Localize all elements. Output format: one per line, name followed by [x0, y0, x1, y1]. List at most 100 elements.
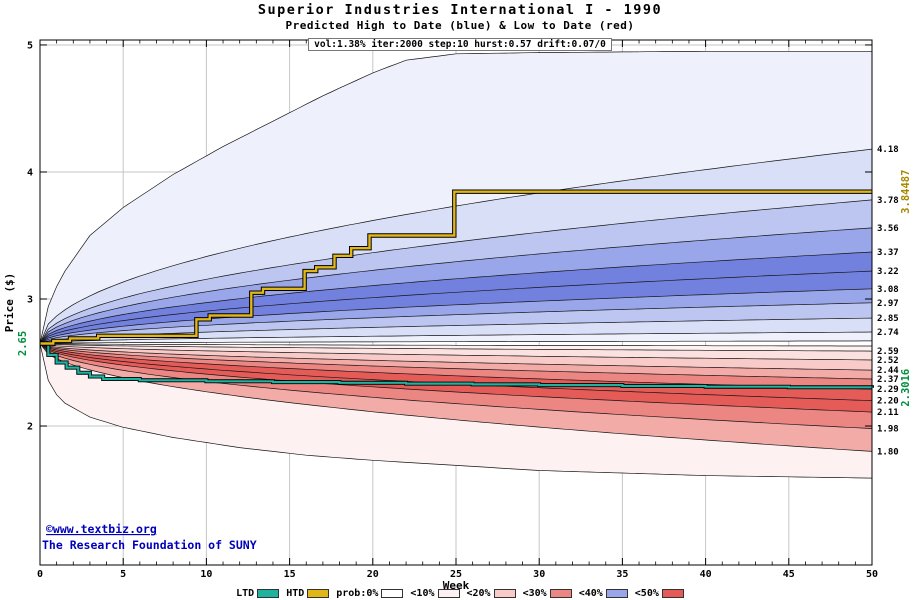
legend: LTD HTD prob:0% <10% <20% <30% <40% <50%	[0, 588, 920, 599]
band-boundary-line	[39, 199, 873, 344]
x-tick-label: 25	[450, 569, 462, 580]
prob-band	[40, 149, 872, 344]
band-end-label: 2.59	[877, 347, 899, 357]
legend-label: <20%	[466, 588, 491, 599]
legend-label: <50%	[634, 588, 659, 599]
legend-label: <40%	[578, 588, 603, 599]
start-price-label: 2.65	[17, 331, 29, 356]
watermark-link[interactable]: ©www.textbiz.org	[46, 522, 157, 536]
band-end-label: 3.56	[877, 224, 899, 234]
band-end-label: 3.22	[877, 267, 899, 277]
prob-band	[40, 343, 872, 429]
band-end-label: 1.80	[877, 447, 899, 457]
chart-header: Superior Industries International I - 19…	[0, 2, 920, 51]
legend-label: LTD	[236, 588, 255, 599]
chart-title: Superior Industries International I - 19…	[257, 2, 663, 18]
legend-swatch	[307, 589, 330, 598]
prob-band	[40, 343, 872, 413]
legend-swatch	[493, 589, 516, 598]
band-boundary-line	[39, 343, 873, 361]
x-tick-label: 20	[367, 569, 379, 580]
legend-swatch	[605, 589, 628, 598]
band-end-label: 3.78	[877, 196, 899, 206]
ltd-end-label: 2.3016	[900, 369, 912, 407]
x-tick-label: 45	[783, 569, 795, 580]
simulation-params: vol:1.38% iter:2000 step:10 hurst:0.57 d…	[308, 38, 612, 51]
x-tick-label: 15	[284, 569, 296, 580]
prob-band	[40, 227, 872, 344]
legend-item: <30%	[523, 588, 572, 599]
band-end-label: 2.37	[877, 375, 899, 385]
y-axis-label: Price ($)	[3, 273, 16, 333]
band-boundary-line	[39, 302, 873, 344]
prob-band	[40, 318, 872, 344]
legend-swatch	[381, 589, 404, 598]
prob-band	[40, 252, 872, 344]
prob-band	[40, 343, 872, 352]
legend-item: <20%	[467, 588, 516, 599]
prob-band	[40, 302, 872, 344]
prob-band	[40, 199, 872, 344]
legend-swatch	[257, 589, 280, 598]
band-end-label: 2.11	[877, 408, 899, 418]
band-boundary-line	[39, 227, 873, 344]
prob-band	[40, 343, 872, 379]
band-boundary-line	[39, 343, 873, 429]
prob-band	[40, 332, 872, 344]
prob-band	[40, 271, 872, 344]
legend-label: <10%	[410, 588, 435, 599]
x-tick-label: 50	[866, 569, 878, 580]
band-boundary-line	[39, 251, 873, 344]
band-boundary-line	[39, 288, 873, 344]
x-tick-label: 0	[37, 569, 43, 580]
x-axis-label: Week	[443, 579, 470, 592]
band-boundary-line	[39, 331, 873, 344]
legend-item: prob:0%	[336, 588, 404, 599]
band-end-label: 1.98	[877, 425, 899, 435]
y-tick-label: 2	[27, 422, 33, 433]
band-boundary-line	[39, 317, 873, 344]
band-boundary-line	[39, 343, 873, 452]
band-end-label: 2.85	[877, 314, 899, 324]
htd-end-label: 3.84487	[900, 170, 912, 214]
legend-swatch	[437, 589, 460, 598]
y-tick-label: 3	[27, 295, 33, 306]
x-tick-label: 10	[200, 569, 212, 580]
prob-band	[40, 343, 872, 390]
band-end-label: 2.52	[877, 356, 899, 366]
prob-band	[40, 343, 872, 371]
band-boundary-line	[39, 343, 873, 380]
legend-item: LTD	[236, 588, 280, 599]
envelope-line	[39, 343, 873, 479]
x-tick-label: 35	[616, 569, 628, 580]
band-end-label: 2.74	[877, 328, 899, 338]
band-end-label: 2.44	[877, 366, 899, 376]
legend-item: <50%	[635, 588, 684, 599]
legend-item: HTD	[286, 588, 330, 599]
band-boundary-line	[39, 343, 873, 413]
band-end-label: 3.37	[877, 248, 899, 258]
band-end-label: 4.18	[877, 145, 899, 155]
htd-line	[40, 190, 872, 345]
legend-swatch	[661, 589, 684, 598]
legend-swatch	[549, 589, 572, 598]
prob-band	[40, 288, 872, 344]
band-end-label: 2.97	[877, 299, 899, 309]
x-tick-label: 30	[533, 569, 545, 580]
y-tick-label: 4	[27, 167, 33, 178]
y-tick-label: 5	[27, 40, 33, 51]
prob-band	[40, 343, 872, 479]
legend-item: <40%	[579, 588, 628, 599]
band-boundary-line	[39, 340, 872, 344]
band-boundary-line	[39, 343, 873, 352]
chart-subtitle: Predicted High to Date (blue) & Low to D…	[285, 19, 635, 32]
band-end-label: 2.20	[877, 397, 899, 407]
legend-item: <10%	[410, 588, 460, 599]
watermark-org: The Research Foundation of SUNY	[42, 538, 257, 552]
x-tick-label: 5	[120, 569, 126, 580]
band-boundary-line	[39, 343, 872, 347]
ltd-line	[40, 342, 874, 389]
